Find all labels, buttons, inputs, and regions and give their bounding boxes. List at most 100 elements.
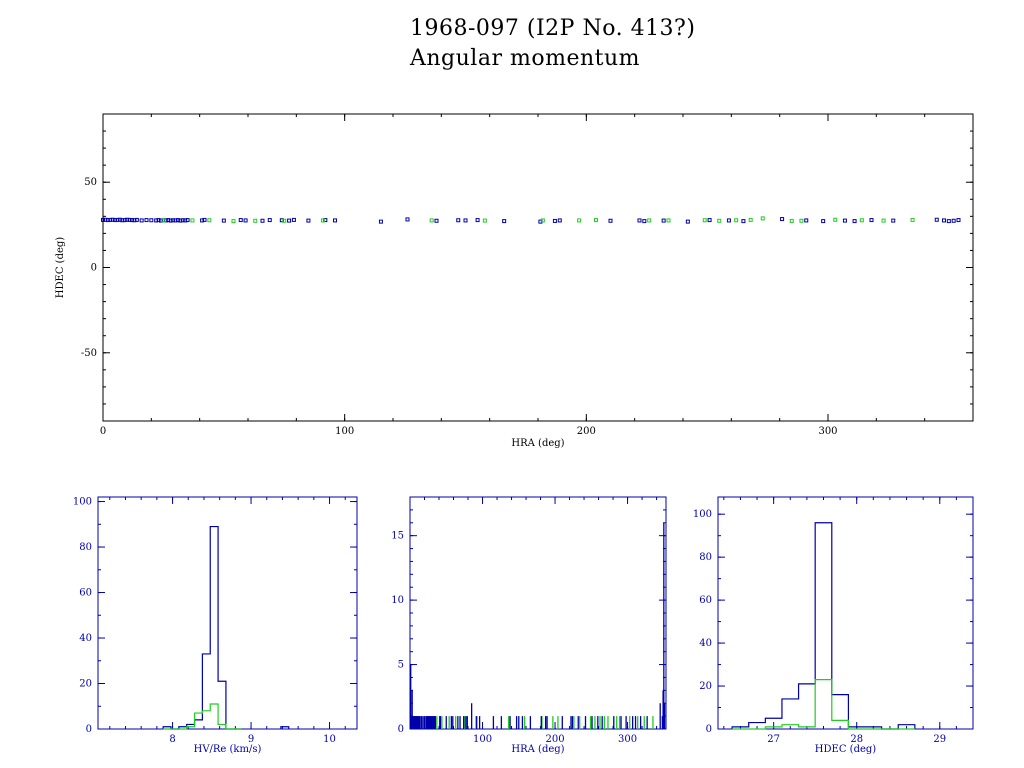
scatter-point — [934, 217, 939, 222]
scatter-point — [122, 218, 127, 223]
scatter-point — [456, 218, 461, 223]
scatter-point — [221, 218, 226, 223]
scatter-point — [482, 218, 487, 223]
scatter-point — [243, 218, 248, 223]
scatter-point — [253, 218, 258, 223]
scatter-point — [117, 217, 122, 222]
scatter-point — [185, 218, 190, 223]
scatter-point — [760, 216, 765, 221]
scatter-point — [180, 218, 185, 223]
scatter-point — [702, 218, 707, 223]
scatter-x-tick-label: 200 — [577, 426, 596, 437]
scatter-point — [110, 217, 115, 222]
scatter-point — [642, 219, 647, 224]
scatter-point — [842, 218, 847, 223]
scatter-point — [159, 218, 163, 223]
scatter-point — [267, 218, 272, 223]
hv-hist-x-tick-label: 8 — [169, 734, 175, 745]
scatter-point — [910, 217, 915, 222]
scatter-point — [405, 217, 410, 222]
scatter-point — [108, 217, 113, 222]
hdec-hist-x-axis-label: HDEC (deg) — [815, 744, 876, 755]
hdec-hist-x-tick-label: 29 — [933, 734, 946, 745]
hv-hist-y-tick-label: 0 — [86, 724, 92, 735]
scatter-point — [637, 218, 642, 223]
hra-hist-y-tick-label: 5 — [398, 660, 404, 671]
scatter-point — [120, 218, 125, 223]
scatter-point — [685, 219, 690, 224]
scatter-point — [734, 218, 739, 223]
hdec-hist-x-tick-label: 27 — [767, 734, 780, 745]
hdec-hist-y-tick-label: 40 — [699, 638, 712, 649]
hdec-hist-frame — [717, 496, 974, 730]
scatter-y-tick-label: 0 — [91, 263, 97, 274]
hdec-hist-y-tick-label: 80 — [699, 552, 712, 563]
scatter-point — [130, 218, 134, 223]
scatter-point — [103, 217, 108, 222]
scatter-point — [132, 218, 137, 223]
scatter-point — [190, 218, 195, 223]
hv-hist-y-tick-label: 20 — [79, 679, 92, 690]
scatter-point — [291, 217, 296, 222]
scatter-point — [166, 218, 171, 223]
scatter-point — [175, 218, 180, 223]
scatter-point — [804, 218, 809, 223]
scatter-point — [282, 218, 287, 223]
hv-hist-x-tick-label: 9 — [248, 734, 254, 745]
scatter-point — [149, 218, 154, 223]
scatter-point — [154, 218, 159, 223]
scatter-point — [833, 217, 838, 222]
hv-hist-frame — [97, 496, 358, 730]
scatter-point — [333, 218, 337, 223]
scatter-point — [202, 217, 207, 222]
scatter-point — [647, 218, 652, 223]
scatter-point — [127, 217, 132, 222]
hra-hist-frame — [409, 496, 667, 730]
scatter-point — [238, 218, 243, 223]
hv-hist-y-tick-label: 40 — [79, 633, 92, 644]
scatter-point — [115, 217, 120, 222]
scatter-point — [741, 219, 746, 224]
hdec-hist-histogram-series — [731, 522, 916, 730]
hdec-hist-y-tick-label: 20 — [699, 681, 712, 692]
scatter-point — [101, 217, 105, 222]
scatter-point — [207, 218, 212, 223]
scatter-point — [717, 218, 722, 223]
scatter-point — [163, 218, 168, 223]
scatter-point — [946, 219, 951, 224]
scatter-point — [552, 218, 557, 223]
chart-subtitle: Angular momentum — [410, 46, 640, 71]
scatter-point — [789, 218, 794, 223]
hdec-hist-y-tick-label: 0 — [706, 724, 712, 735]
scatter-point — [577, 218, 582, 223]
scatter-point — [557, 218, 562, 223]
hra-hist-x-axis-label: HRA (deg) — [511, 744, 564, 755]
scatter-x-axis-label: HRA (deg) — [511, 438, 564, 449]
hv-hist-y-tick-label: 60 — [79, 588, 92, 599]
scatter-point — [287, 218, 292, 223]
scatter-point — [821, 219, 826, 224]
scatter-point — [881, 218, 886, 223]
hv-hist-y-tick-label: 100 — [73, 497, 92, 508]
scatter-point — [956, 218, 961, 223]
scatter-frame — [102, 113, 974, 422]
hv-hist-x-axis-label: HV/Re (km/s) — [194, 744, 262, 755]
hv-hist-histogram-series — [163, 703, 242, 730]
scatter-point — [748, 217, 753, 222]
scatter-point — [951, 218, 956, 223]
hra-hist-x-tick-label: 100 — [473, 734, 492, 745]
scatter-point — [608, 218, 613, 223]
scatter-point — [869, 218, 874, 223]
hra-hist-x-tick-label: 200 — [545, 734, 564, 745]
scatter-point — [125, 217, 130, 222]
hra-hist-y-tick-label: 10 — [391, 595, 404, 606]
scatter-point — [726, 218, 731, 223]
scatter-point — [200, 218, 205, 223]
scatter-point — [171, 218, 176, 223]
hdec-hist-y-tick-label: 100 — [693, 509, 712, 520]
scatter-point — [173, 218, 178, 223]
hv-hist-bin — [280, 726, 290, 729]
scatter-point — [707, 218, 712, 223]
scatter-x-tick-label: 100 — [335, 426, 354, 437]
scatter-point — [178, 218, 183, 223]
